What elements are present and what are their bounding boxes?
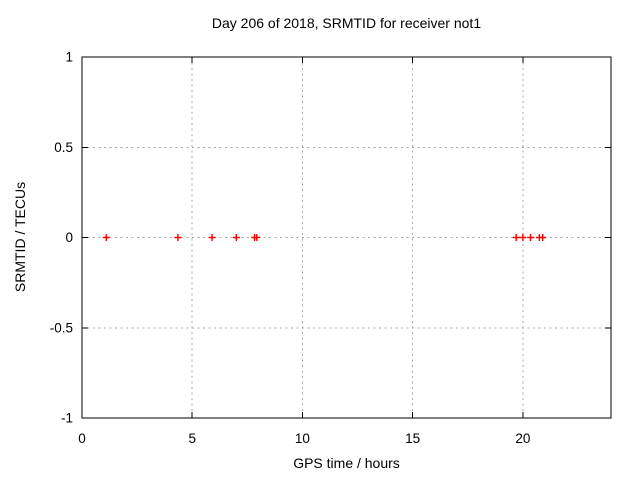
data-point-marker: [208, 234, 216, 241]
x-axis-label: GPS time / hours: [293, 455, 400, 471]
data-point-marker: [232, 234, 240, 241]
x-tick-label: 0: [78, 431, 86, 446]
x-tick-label: 20: [515, 431, 530, 446]
x-tick-label: 5: [188, 431, 196, 446]
y-tick-label: 1: [65, 50, 73, 65]
y-tick-label: -1: [61, 411, 73, 426]
data-point-marker: [519, 234, 527, 241]
data-point-marker: [539, 234, 547, 241]
y-axis-label: SRMTID / TECUs: [12, 181, 28, 293]
data-point-marker: [527, 234, 535, 241]
data-point-marker: [512, 234, 520, 241]
y-tick-label: 0.5: [54, 140, 73, 155]
y-tick-label: 0: [65, 230, 73, 245]
data-point-marker: [102, 234, 110, 241]
x-tick-label: 15: [405, 431, 420, 446]
data-point-marker: [174, 234, 182, 241]
data-point-marker: [253, 234, 261, 241]
x-tick-label: 10: [295, 431, 310, 446]
y-tick-label: -0.5: [50, 320, 73, 335]
chart-title: Day 206 of 2018, SRMTID for receiver not…: [211, 15, 482, 31]
